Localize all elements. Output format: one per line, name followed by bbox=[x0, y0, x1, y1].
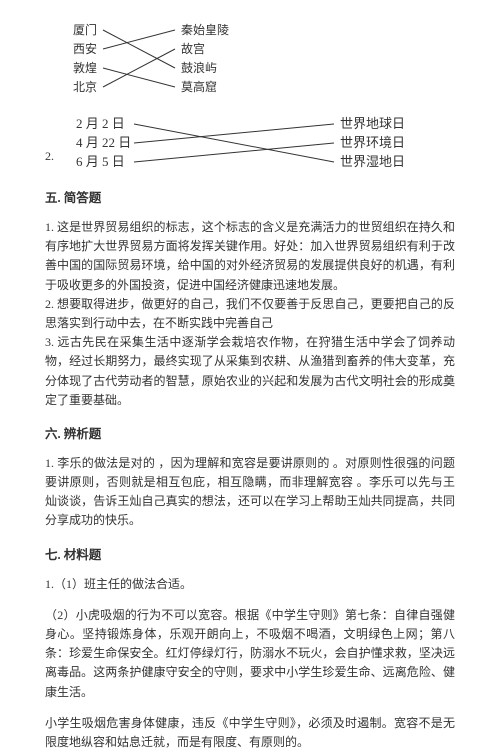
svg-text:4 月 22 日: 4 月 22 日 bbox=[76, 135, 131, 150]
section-6-heading: 六. 辨析题 bbox=[45, 424, 455, 444]
s7-answer-1: 1.（1）班主任的做法合适。 bbox=[45, 575, 455, 594]
s7-answer-2: （2）小虎吸烟的行为不可以宽容。根据《中学生守则》第七条：自律自强健身心。坚持锻… bbox=[45, 606, 455, 702]
svg-text:6 月 5 日: 6 月 5 日 bbox=[76, 154, 125, 169]
svg-text:世界地球日: 世界地球日 bbox=[340, 116, 405, 131]
s5-answer-1: 1. 这是世界贸易组织的标志，这个标志的含义是充满活力的世贸组织在持久和有序地扩… bbox=[45, 218, 455, 295]
s5-answer-2: 2. 想要取得进步，做更好的自己，我们不仅要善于反思自己，更要把自己的反思落实到… bbox=[45, 295, 455, 333]
section-6-body: 1. 李乐的做法是对的 ，因为理解和宽容是要讲原则的 。对原则性很强的问题要讲原… bbox=[45, 454, 455, 531]
section-5-body: 1. 这是世界贸易组织的标志，这个标志的含义是充满活力的世贸组织在持久和有序地扩… bbox=[45, 218, 455, 410]
match2-prefix: 2. bbox=[45, 147, 54, 166]
matching-block-1: 厦门西安敦煌北京 秦始皇陵故宫鼓浪屿莫高窟 bbox=[45, 20, 455, 98]
s6-answer-1: 1. 李乐的做法是对的 ，因为理解和宽容是要讲原则的 。对原则性很强的问题要讲原… bbox=[45, 454, 455, 531]
svg-text:西安: 西安 bbox=[73, 41, 97, 56]
svg-text:莫高窟: 莫高窟 bbox=[181, 79, 217, 94]
svg-text:北京: 北京 bbox=[73, 80, 97, 94]
svg-text:2 月 2 日: 2 月 2 日 bbox=[76, 116, 125, 131]
matching-block-2: 2. 2 月 2 日 4 月 22 日 6 月 5 日 世界地球日世界环境日世界湿地日 bbox=[45, 114, 455, 172]
s7-answer-3: 小学生吸烟危害身体健康，违反《中学生守则》，必须及时遏制。宽容不是无限度地纵容和… bbox=[45, 714, 455, 752]
svg-text:秦始皇陵: 秦始皇陵 bbox=[181, 23, 229, 37]
svg-text:故宫: 故宫 bbox=[181, 41, 205, 56]
svg-text:鼓浪屿: 鼓浪屿 bbox=[181, 60, 217, 75]
svg-text:厦门: 厦门 bbox=[73, 22, 97, 37]
matching-svg-1: 厦门西安敦煌北京 秦始皇陵故宫鼓浪屿莫高窟 bbox=[45, 20, 305, 98]
section-7-body: 1.（1）班主任的做法合适。 （2）小虎吸烟的行为不可以宽容。根据《中学生守则》… bbox=[45, 575, 455, 752]
section-5-heading: 五. 简答题 bbox=[45, 188, 455, 208]
svg-text:世界环境日: 世界环境日 bbox=[340, 135, 405, 150]
s5-answer-3: 3. 远古先民在采集生活中逐渐学会栽培农作物，在狩猎生活中学会了饲养动物，经过长… bbox=[45, 333, 455, 410]
svg-text:世界湿地日: 世界湿地日 bbox=[340, 154, 405, 169]
matching-svg-2: 2 月 2 日 4 月 22 日 6 月 5 日 世界地球日世界环境日世界湿地日 bbox=[56, 114, 416, 172]
svg-text:敦煌: 敦煌 bbox=[73, 60, 97, 75]
section-7-heading: 七. 材料题 bbox=[45, 545, 455, 565]
